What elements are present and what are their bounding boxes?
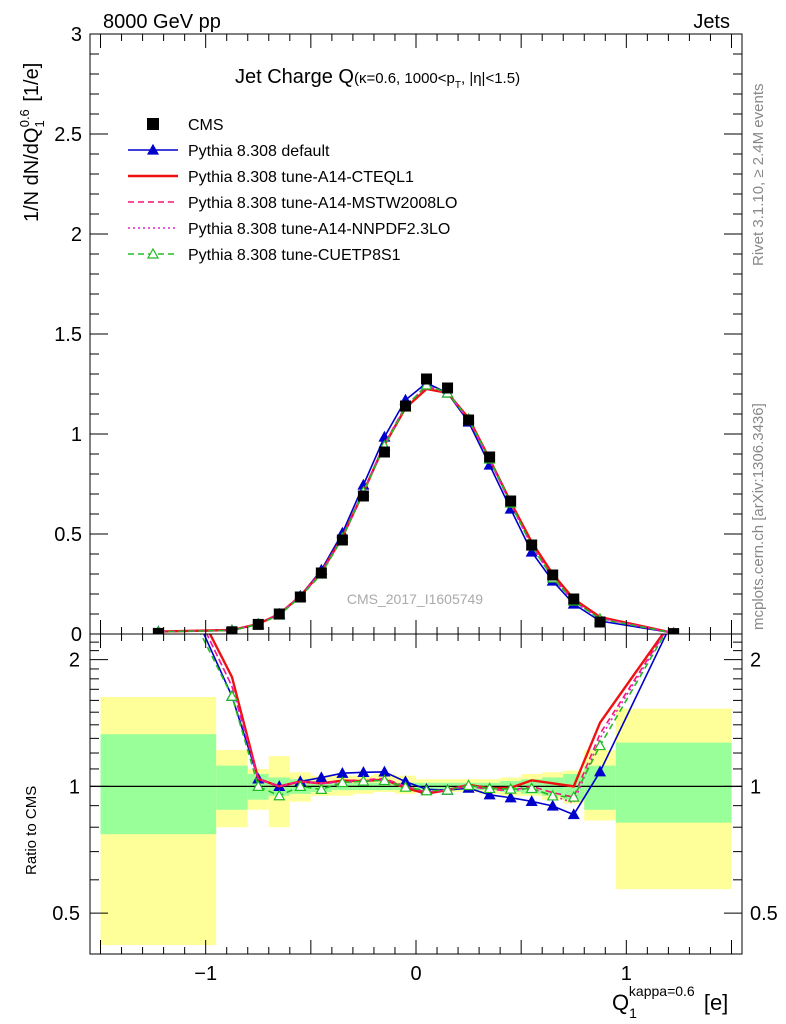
ratio-point-default (315, 771, 328, 783)
y-tick-label: 3 (71, 24, 82, 46)
cms-data-point (252, 618, 264, 630)
x-axis-label: Q1kappa=0.6 [e] (612, 983, 728, 1021)
ratio-point-cuetp8s1 (273, 789, 286, 801)
cms-data-point (484, 451, 496, 463)
ratio-tick-label-right: 1 (750, 776, 761, 798)
analysis-watermark: CMS_2017_I1605749 (347, 591, 483, 607)
cms-data-point (226, 626, 238, 634)
ratio-line-cuetp8s1 (200, 634, 666, 798)
ratio-point-cuetp8s1 (504, 782, 517, 794)
y-label-sup: 0.6 (17, 109, 32, 127)
ratio-point-cuetp8s1 (294, 780, 307, 791)
ratio-point-cuetp8s1 (336, 776, 349, 788)
ratio-tick-label-left: 0.5 (52, 903, 80, 925)
legend-marker-cms (147, 118, 159, 130)
ratio-point-cuetp8s1 (594, 739, 607, 751)
cms-data-point (152, 627, 164, 634)
ratio-point-cuetp8s1 (420, 784, 433, 796)
x-label-sup: kappa=0.6 (629, 983, 695, 999)
header-process: Jets (693, 11, 730, 33)
x-tick-label: 1 (621, 963, 632, 985)
header-energy: 8000 GeV pp (103, 11, 221, 33)
ratio-point-cuetp8s1 (669, 614, 679, 623)
ratio-point-cuetp8s1 (225, 690, 238, 701)
ratio-tick-label-left: 2 (69, 650, 80, 672)
cms-data-point (568, 593, 580, 605)
legend-label: Pythia 8.308 tune-A14-NNPDF2.3LO (188, 221, 450, 238)
ratio-point-default (594, 765, 607, 777)
ratio-point-cuetp8s1 (378, 774, 391, 786)
ratio-point-default (153, 528, 163, 537)
ratio-point-cuetp8s1 (252, 780, 265, 791)
ratio-point-cuetp8s1 (567, 790, 580, 802)
cms-data-point (294, 591, 306, 603)
cms-data-point (273, 608, 285, 620)
legend-label: CMS (188, 117, 224, 134)
y-label-sub: 1 (32, 120, 47, 127)
y-tick-label: 1.5 (54, 324, 82, 346)
legend-label: Pythia 8.308 tune-A14-CTEQL1 (188, 169, 414, 186)
y-tick-label: 0 (71, 624, 82, 646)
mc-line-cuetp8s1 (158, 384, 674, 634)
cms-data-point (668, 628, 680, 634)
mcplots-label: mcplots.cern.ch [arXiv:1306.3436] (750, 403, 767, 630)
cms-data-point (463, 414, 475, 426)
ratio-point-cuetp8s1 (153, 544, 163, 553)
cms-data-point (357, 490, 369, 502)
ratio-point-default (525, 795, 538, 806)
ratio-tick-label-left: 1 (69, 776, 80, 798)
ratio-point-default (567, 808, 580, 820)
ratio-point-default (483, 788, 496, 800)
cms-data-point (526, 539, 538, 551)
legend-label: Pythia 8.308 tune-A14-MSTW2008LO (188, 195, 457, 212)
ratio-point-cuetp8s1 (462, 779, 475, 791)
cms-data-point (378, 446, 390, 458)
ratio-point-cuetp8s1 (525, 782, 538, 794)
legend-marker-cuetp8s1 (146, 247, 160, 259)
y-axis-label-top: 1/N dN/dQ10.6 [1/e] (17, 63, 47, 222)
x-tick-label: 0 (410, 963, 421, 985)
y-tick-label: 1 (71, 424, 82, 446)
ratio-point-cuetp8s1 (483, 782, 496, 794)
y-tick-label: 0.5 (54, 524, 82, 546)
legend-label: Pythia 8.308 default (188, 143, 330, 160)
chart-title: Jet Charge Q(κ=0.6, 1000<pT, |η|<1.5) (235, 66, 520, 91)
ratio-band-inner (100, 734, 217, 835)
ratio-tick-label-right: 0.5 (750, 903, 778, 925)
ratio-band-inner (615, 742, 732, 823)
ratio-point-default (669, 614, 679, 623)
y-tick-label: 2 (71, 224, 82, 246)
ratio-tick-label-right: 2 (750, 650, 761, 672)
ratio-point-default (546, 799, 559, 811)
ratio-point-cuetp8s1 (441, 783, 454, 795)
cms-data-point (315, 567, 327, 579)
ratio-point-cuetp8s1 (399, 780, 412, 792)
x-label-sub: 1 (629, 1005, 637, 1021)
y-axis-label-ratio: Ratio to CMS (23, 786, 40, 875)
cms-data-point (399, 400, 411, 412)
y-tick-label: 2.5 (54, 124, 82, 146)
cms-data-point (505, 495, 517, 507)
ratio-line-mstw (205, 634, 665, 799)
ratio-band-inner (216, 765, 248, 810)
cms-data-point (336, 534, 348, 546)
legend-label: Pythia 8.308 tune-CUETP8S1 (188, 247, 401, 264)
ratio-point-default (504, 791, 517, 803)
cms-data-point (421, 373, 433, 385)
cms-data-point (547, 569, 559, 581)
ratio-point-cuetp8s1 (315, 783, 328, 794)
ratio-point-cuetp8s1 (357, 774, 370, 786)
x-tick-label: −1 (194, 963, 217, 985)
legend-marker-default (146, 143, 160, 155)
cms-data-point (442, 382, 454, 394)
ratio-point-cuetp8s1 (546, 789, 559, 801)
rivet-label: Rivet 3.1.10, ≥ 2.4M events (750, 84, 767, 267)
cms-data-point (594, 616, 606, 628)
mc-point-default (525, 545, 538, 557)
